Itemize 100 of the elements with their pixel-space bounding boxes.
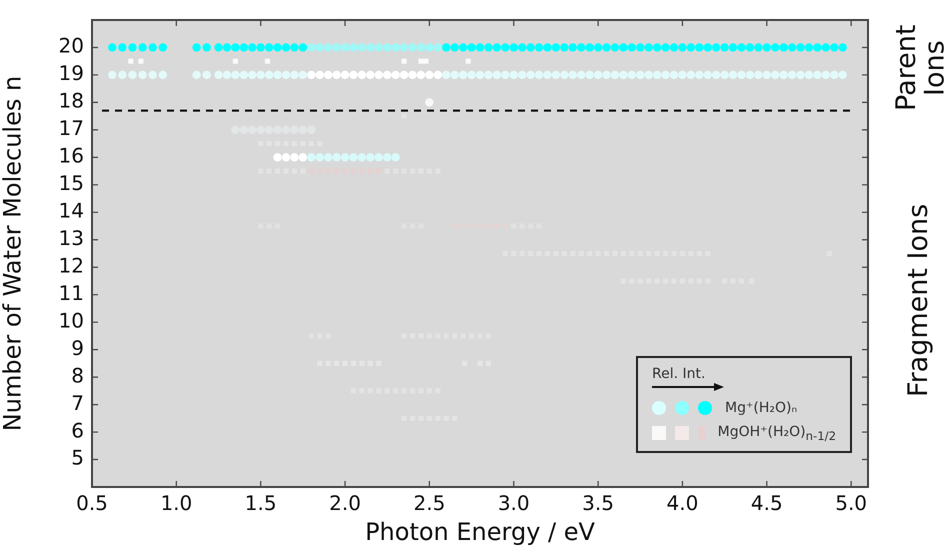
point <box>754 43 763 52</box>
point <box>273 153 282 162</box>
point <box>324 70 332 80</box>
point <box>568 43 577 52</box>
point <box>754 70 763 80</box>
point <box>118 43 127 52</box>
y-tick-label: 19 <box>58 61 84 86</box>
point <box>652 43 662 52</box>
point <box>704 43 712 52</box>
point <box>746 43 754 52</box>
point <box>240 43 248 52</box>
point <box>416 43 426 52</box>
point <box>366 70 375 80</box>
point <box>425 43 434 52</box>
point <box>118 70 127 80</box>
point <box>484 70 493 80</box>
point <box>282 70 290 80</box>
point <box>408 43 417 52</box>
point <box>695 43 704 52</box>
point <box>585 43 594 52</box>
point <box>476 43 484 52</box>
point <box>391 153 400 162</box>
y-tick-label: 15 <box>58 171 84 196</box>
point <box>636 43 644 52</box>
point <box>340 43 350 52</box>
y-tick-label: 13 <box>58 226 84 250</box>
x-tick-label: 4.5 <box>750 491 783 516</box>
y-tick-label: 8 <box>71 363 84 388</box>
y-tick-label: 12 <box>58 253 84 278</box>
point <box>316 70 324 80</box>
point <box>108 43 116 52</box>
point <box>231 43 240 52</box>
point <box>366 43 375 52</box>
point <box>560 70 569 80</box>
point <box>383 43 392 52</box>
point <box>804 43 814 52</box>
point <box>712 70 720 80</box>
point <box>585 70 594 80</box>
point <box>594 70 602 80</box>
point <box>402 114 407 119</box>
point <box>813 43 822 52</box>
point <box>366 153 375 162</box>
point <box>543 43 552 52</box>
point <box>349 70 358 80</box>
point <box>686 70 696 80</box>
point <box>458 43 468 52</box>
point <box>400 70 408 80</box>
point <box>636 70 644 80</box>
point <box>450 70 459 80</box>
point <box>492 43 502 52</box>
point <box>316 153 324 162</box>
point <box>128 43 137 52</box>
point <box>423 58 429 64</box>
point <box>324 153 332 162</box>
point <box>610 43 620 52</box>
point <box>594 43 602 52</box>
point <box>408 70 417 80</box>
point <box>830 70 838 80</box>
point <box>568 70 577 80</box>
point <box>128 58 134 64</box>
point <box>661 70 670 80</box>
point <box>332 43 341 52</box>
text: Fragment Ions <box>903 202 934 399</box>
point <box>526 43 535 52</box>
point <box>383 70 392 80</box>
point <box>442 70 450 80</box>
point <box>425 70 434 80</box>
point <box>771 70 780 80</box>
point <box>340 70 350 80</box>
point <box>526 70 535 80</box>
point <box>214 70 223 80</box>
point <box>670 70 678 80</box>
point <box>712 43 720 52</box>
point <box>158 43 168 52</box>
point <box>779 70 788 80</box>
point <box>501 43 510 52</box>
point <box>391 70 400 80</box>
point <box>619 43 628 52</box>
point <box>349 153 358 162</box>
point <box>476 70 484 80</box>
point <box>678 70 687 80</box>
point <box>307 70 316 80</box>
point <box>290 153 299 162</box>
point <box>400 43 408 52</box>
point <box>450 43 459 52</box>
point <box>670 43 678 52</box>
point <box>652 70 662 80</box>
point <box>307 43 316 52</box>
x-axis-title: Photon Energy / eV <box>365 518 596 546</box>
point <box>501 70 510 80</box>
point <box>518 70 526 80</box>
point <box>678 43 687 52</box>
point <box>543 70 552 80</box>
point <box>273 70 282 80</box>
point <box>324 43 332 52</box>
point <box>510 70 518 80</box>
point <box>771 43 780 52</box>
point <box>552 43 560 52</box>
point <box>307 153 316 162</box>
point <box>484 43 493 52</box>
